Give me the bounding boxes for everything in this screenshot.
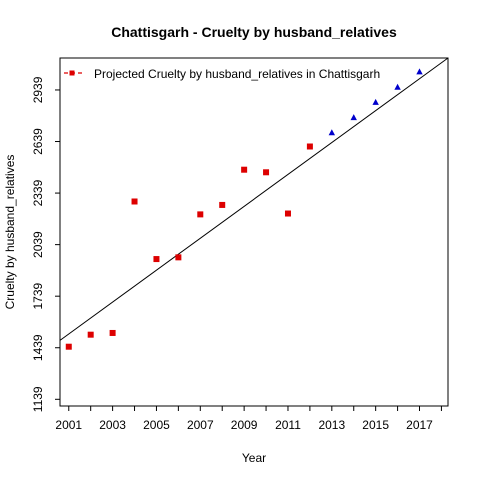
- y-axis-label: Cruelty by husband_relatives: [3, 155, 17, 310]
- projected-point: [394, 83, 401, 90]
- y-axis: 1139 1439 1739 2039 2339 2639 2939: [31, 76, 60, 412]
- y-tick-label: 2939: [31, 76, 45, 103]
- actual-point: [175, 254, 182, 261]
- actual-point: [65, 343, 72, 350]
- x-tick-label: 2013: [318, 418, 345, 432]
- actual-point: [197, 211, 204, 218]
- actual-point: [241, 166, 248, 173]
- x-axis: 2001 2003 2005 2007 2009 2011 2013 2015 2017: [55, 406, 442, 432]
- projected-point: [372, 98, 379, 105]
- x-tick-label: 2003: [99, 418, 126, 432]
- x-tick-label: 2017: [406, 418, 433, 432]
- projected-point: [350, 114, 357, 121]
- actual-point: [219, 201, 226, 208]
- chart-title: Chattisgarh - Cruelty by husband_relativ…: [111, 24, 397, 40]
- actual-point: [284, 210, 291, 217]
- x-tick-label: 2007: [187, 418, 214, 432]
- legend-label: Projected Cruelty by husband_relatives i…: [94, 67, 380, 81]
- x-axis-label: Year: [242, 451, 266, 465]
- actual-point: [131, 198, 138, 205]
- actual-point: [153, 256, 160, 263]
- projected-point: [328, 129, 336, 136]
- x-tick-label: 2009: [231, 418, 258, 432]
- trend-line: [59, 57, 449, 341]
- plot-frame: [59, 57, 449, 407]
- y-tick-label: 1439: [31, 334, 45, 361]
- actual-point: [306, 143, 313, 150]
- actual-point: [109, 329, 116, 336]
- x-tick-label: 2001: [55, 418, 82, 432]
- y-tick-label: 1739: [31, 283, 45, 310]
- legend-marker-swatch: [69, 70, 75, 76]
- x-tick-label: 2015: [362, 418, 389, 432]
- x-tick-label: 2005: [143, 418, 170, 432]
- y-tick-label: 2339: [31, 179, 45, 206]
- y-tick-label: 1139: [31, 386, 45, 412]
- plot-area: [59, 57, 449, 350]
- actual-point: [263, 169, 270, 176]
- y-tick-label: 2639: [31, 128, 45, 155]
- actual-point: [87, 331, 94, 338]
- legend: Projected Cruelty by husband_relatives i…: [64, 67, 380, 81]
- x-tick-label: 2011: [275, 418, 301, 432]
- projected-point: [416, 68, 423, 75]
- y-tick-label: 2039: [31, 231, 45, 258]
